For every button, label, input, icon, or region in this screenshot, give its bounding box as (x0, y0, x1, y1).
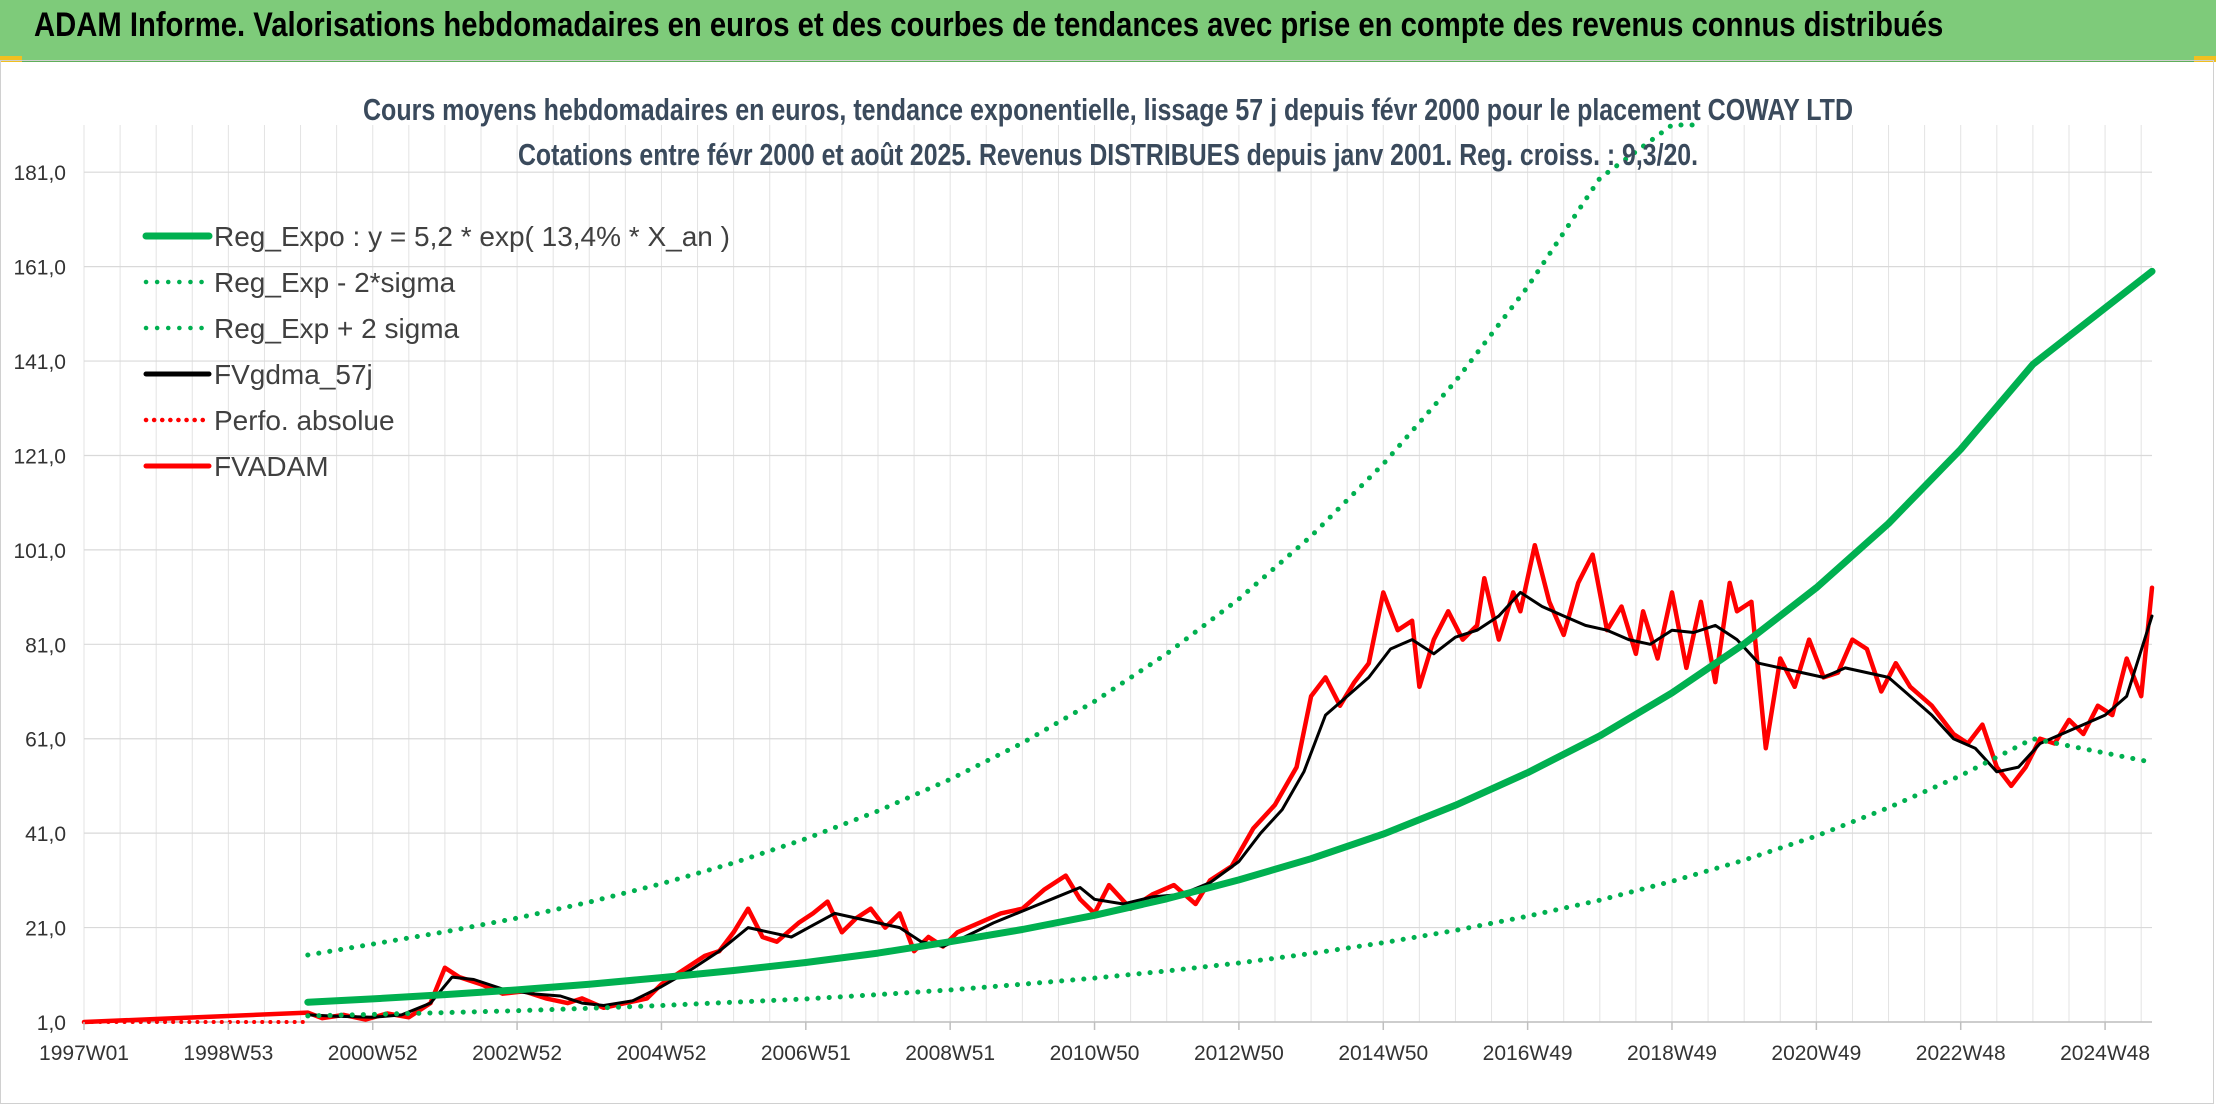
x-tick-label: 2004W52 (616, 1042, 706, 1065)
y-tick-label: 61,0 (25, 729, 66, 752)
legend-label: Reg_Expo : y = 5,2 * exp( 13,4% * X_an ) (214, 221, 730, 252)
series-line-3 (306, 590, 2154, 1019)
chart-subtitle: Cotations entre févr 2000 et août 2025. … (518, 137, 1698, 172)
x-tick-label: 1998W53 (183, 1042, 273, 1065)
y-tick-label: 161,0 (13, 257, 66, 280)
chart-frame (0, 60, 2214, 1104)
y-tick-label: 21,0 (25, 918, 66, 941)
y-tick-label: 81,0 (25, 634, 66, 657)
x-tick-label: 2014W50 (1338, 1042, 1428, 1065)
y-tick-label: 181,0 (13, 162, 66, 185)
banner-title: ADAM Informe. Valorisations hebdomadaire… (34, 6, 1944, 44)
series-line-1 (305, 736, 2155, 1019)
legend-label: Reg_Exp + 2 sigma (214, 313, 460, 344)
x-tick-label: 2018W49 (1627, 1042, 1717, 1065)
x-tick-label: 2006W51 (761, 1042, 851, 1065)
legend-label: FVADAM (214, 451, 329, 482)
x-tick-label: 2024W48 (2060, 1042, 2150, 1065)
y-tick-label: 1,0 (37, 1012, 66, 1035)
x-tick-label: 2016W49 (1483, 1042, 1573, 1065)
y-tick-label: 41,0 (25, 823, 66, 846)
series-line-2 (305, 122, 1700, 958)
y-tick-label: 121,0 (13, 445, 66, 468)
x-tick-label: 2008W51 (905, 1042, 995, 1065)
legend-label: Reg_Exp - 2*sigma (214, 267, 456, 298)
tick-labels: 1,0 21,0 41,0 61,0 81,0 101,0 121,0 141,0 161,0 1… (13, 162, 2150, 1065)
corner-mark-left (0, 56, 22, 62)
series-layer (81, 122, 2156, 1025)
x-tick-label: 2020W49 (1771, 1042, 1861, 1065)
legend-label: Perfo. absolue (214, 405, 395, 436)
x-tick-label: 2012W50 (1194, 1042, 1284, 1065)
chart-title: Cours moyens hebdomadaires en euros, ten… (363, 92, 1853, 127)
x-tick-label: 1997W01 (39, 1042, 129, 1065)
x-tick-label: 2022W48 (1916, 1042, 2006, 1065)
grid-lines (83, 125, 2152, 1023)
legend-label: FVgdma_57j (214, 359, 373, 390)
series-line-0 (304, 267, 2156, 1006)
x-tick-label: 2002W52 (472, 1042, 562, 1065)
header-banner: ADAM Informe. Valorisations hebdomadaire… (0, 0, 2216, 62)
series-line-5 (81, 542, 2155, 1025)
x-tick-label: 2000W52 (328, 1042, 418, 1065)
x-tick-label: 2010W50 (1050, 1042, 1140, 1065)
legend: Reg_Expo : y = 5,2 * exp( 13,4% * X_an )… (142, 221, 730, 482)
y-tick-label: 101,0 (13, 540, 66, 563)
y-tick-label: 141,0 (13, 351, 66, 374)
corner-mark-right (2194, 56, 2216, 62)
